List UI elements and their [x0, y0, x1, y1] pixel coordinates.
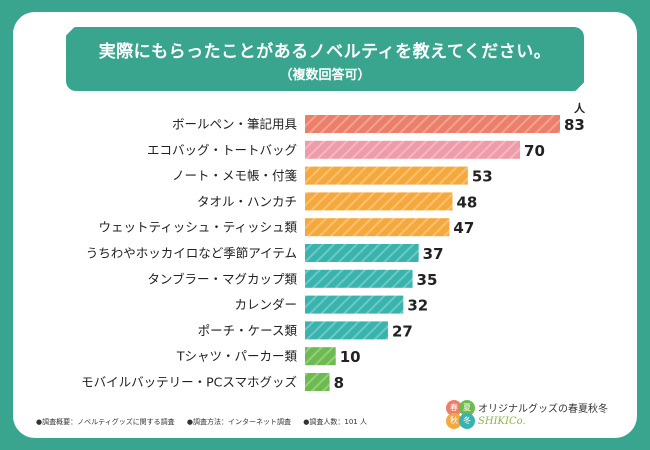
- bar: [305, 269, 413, 288]
- chart-subtitle: （複数回答可）: [279, 68, 371, 83]
- bar: [305, 192, 453, 211]
- bar: [305, 218, 450, 237]
- category-label: モバイルバッテリー・PCスマホグッズ: [81, 375, 297, 390]
- logo-char-3: 秋: [446, 413, 462, 429]
- value-label: 48: [456, 193, 477, 211]
- bar: [305, 244, 419, 262]
- brand-logo: 春 夏 秋 冬 オリジナルグッズの春夏秋冬 SHIKICo.: [440, 398, 608, 432]
- value-label: 27: [392, 322, 413, 340]
- bar: [305, 115, 560, 133]
- category-label: タンブラー・マグカップ類: [147, 271, 297, 286]
- value-label: 70: [524, 142, 545, 160]
- category-label: Tシャツ・パーカー類: [176, 349, 298, 364]
- category-label: エコバッグ・トートバッグ: [147, 142, 297, 157]
- footer-count: ●調査人数：101 人: [303, 418, 367, 426]
- unit-label: 人: [574, 101, 586, 115]
- chart-title: 実際にもらったことがあるノベルティを教えてください。: [98, 42, 552, 62]
- category-label: ノート・メモ帳・付箋: [172, 168, 297, 183]
- bar: [305, 373, 330, 391]
- bar: [305, 140, 521, 159]
- value-label: 53: [472, 168, 493, 186]
- footer-overview: ●調査概要：ノベルティグッズに関する調査: [36, 418, 175, 426]
- value-label: 8: [334, 374, 344, 392]
- footer-method: ●調査方法：インターネット調査: [186, 418, 292, 426]
- logo-char-2: 夏: [459, 400, 475, 416]
- bar: [305, 321, 388, 340]
- value-label: 32: [407, 297, 428, 315]
- bar: [305, 166, 468, 185]
- value-label: 83: [564, 116, 585, 134]
- category-label: ウェットティッシュ・ティッシュ類: [98, 220, 297, 235]
- category-label: ボールペン・筆記用具: [172, 117, 298, 132]
- value-label: 47: [453, 219, 474, 237]
- logo-char-1: 春: [446, 400, 462, 416]
- value-label: 10: [340, 348, 361, 366]
- logo-subtext: SHIKICo.: [478, 416, 526, 427]
- category-label: ポーチ・ケース類: [198, 323, 298, 338]
- logo-char-4: 冬: [459, 413, 475, 429]
- value-label: 35: [417, 271, 438, 289]
- logo-text: オリジナルグッズの春夏秋冬: [478, 404, 608, 415]
- category-label: タオル・ハンカチ: [197, 194, 297, 209]
- category-label: うちわやホッカイロなど季節アイテム: [86, 246, 297, 261]
- value-label: 37: [423, 245, 444, 263]
- footer-notes: ●調査概要：ノベルティグッズに関する調査 ●調査方法：インターネット調査 ●調査…: [36, 417, 377, 427]
- bar: [305, 295, 404, 314]
- category-label: カレンダー: [234, 297, 297, 312]
- bar: [305, 347, 336, 366]
- title-banner: 実際にもらったことがあるノベルティを教えてください。 （複数回答可）: [66, 27, 584, 91]
